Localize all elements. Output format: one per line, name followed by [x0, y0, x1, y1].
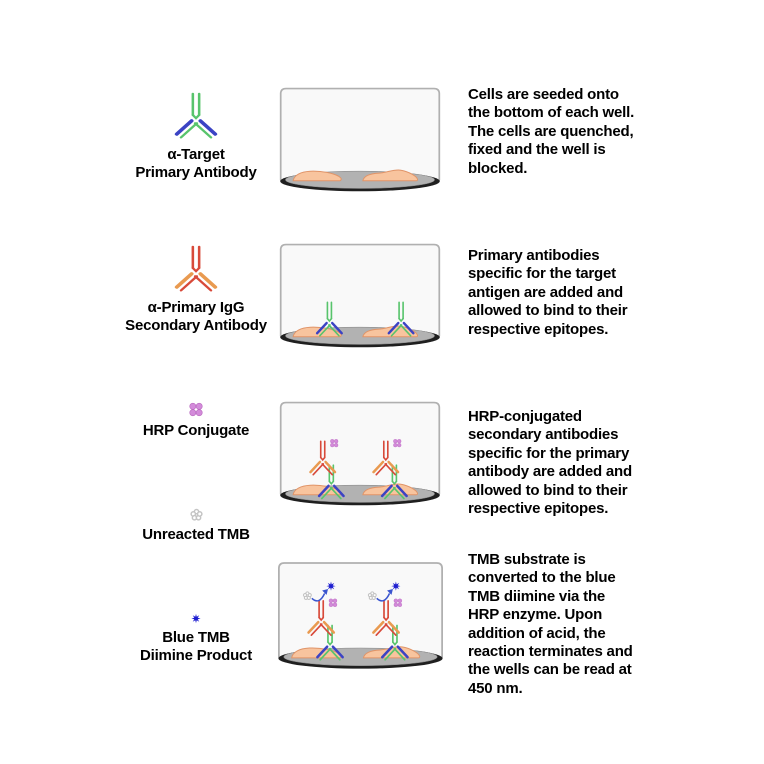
well-step-1 — [274, 84, 446, 208]
step-3-description: HRP-conjugated secondary antibodies spec… — [468, 408, 632, 518]
legend-label: α-Primary IgG Secondary Antibody — [125, 299, 267, 335]
step-1-description: Cells are seeded onto the bottom of each… — [468, 86, 635, 177]
legend-blue-tmb-diimine: Blue TMB Diimine Product — [96, 612, 296, 666]
well-illustration-tmb-reaction — [277, 562, 444, 670]
legend-label: α-Target Primary Antibody — [135, 146, 257, 182]
well-step-3 — [274, 398, 446, 522]
secondary-antibody-icon — [176, 246, 216, 291]
legend-secondary-antibody: α-Primary IgG Secondary Antibody — [96, 243, 296, 336]
step-2-description: Primary antibodies specific for the targ… — [468, 247, 628, 338]
legend-unreacted-tmb: Unreacted TMB — [96, 508, 296, 544]
legend-primary-antibody: α-Target Primary Antibody — [96, 90, 296, 183]
unreacted-tmb-icon — [189, 508, 203, 521]
legend-label: Blue TMB Diimine Product — [139, 629, 252, 665]
legend-label: Unreacted TMB — [142, 526, 250, 543]
primary-antibody-icon — [176, 93, 216, 138]
well-step-4 — [272, 558, 449, 686]
well-illustration-cells — [279, 87, 441, 193]
well-illustration-primary — [279, 243, 441, 349]
hrp-conjugate-icon — [189, 402, 203, 417]
legend-label: HRP Conjugate — [142, 422, 250, 439]
blue-tmb-diimine-icon — [191, 613, 201, 624]
well-illustration-secondary-hrp — [279, 401, 441, 507]
step-4-description: TMB substrate is converted to the blue T… — [468, 551, 633, 697]
legend-hrp-conjugate: HRP Conjugate — [96, 401, 296, 440]
well-step-2 — [274, 240, 446, 364]
